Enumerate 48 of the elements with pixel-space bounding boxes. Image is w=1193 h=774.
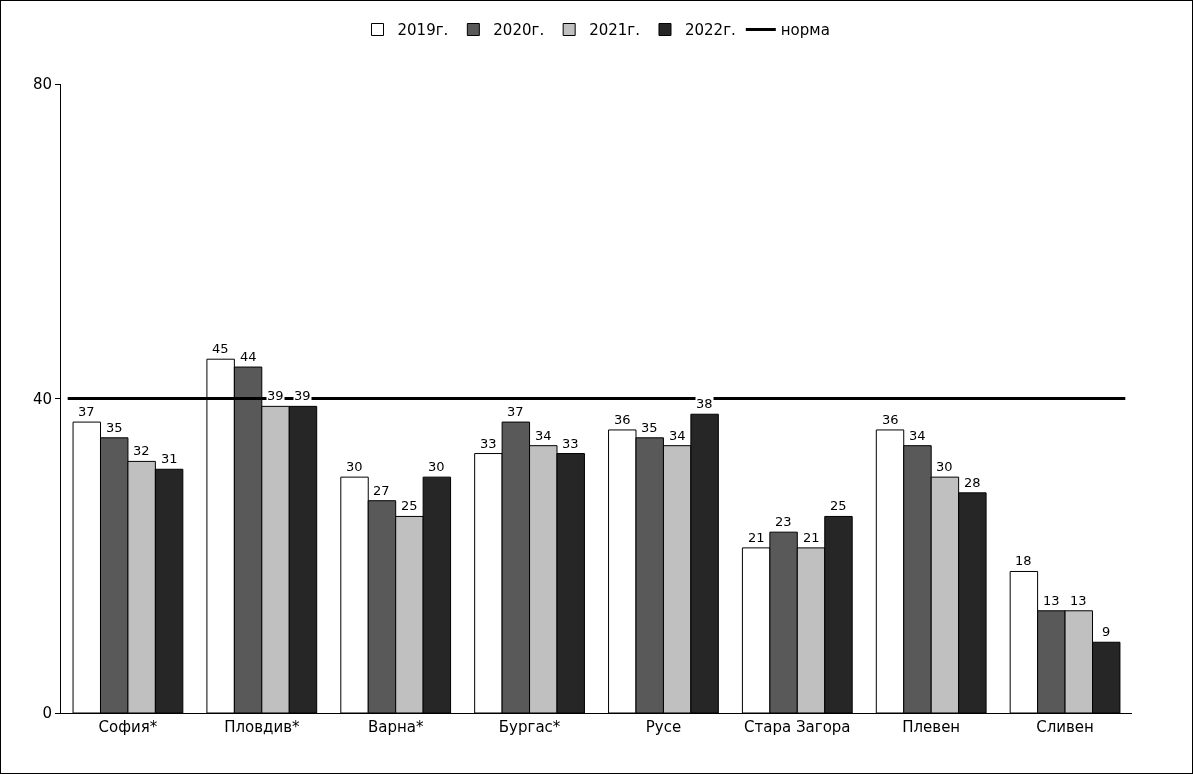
data-label: 33 bbox=[480, 436, 497, 451]
data-label: 37 bbox=[78, 404, 95, 419]
data-label: 13 bbox=[1043, 593, 1060, 608]
data-label: 30 bbox=[346, 459, 363, 474]
data-label: 33 bbox=[562, 436, 579, 451]
data-label: 45 bbox=[212, 341, 229, 356]
x-tick-label: Пловдив* bbox=[224, 718, 300, 736]
data-label: 32 bbox=[133, 443, 150, 458]
x-tick-label: Сливен bbox=[1036, 718, 1094, 736]
data-label: 25 bbox=[401, 498, 418, 513]
y-tick-label: 0 bbox=[42, 704, 52, 723]
data-label: 34 bbox=[535, 428, 552, 443]
y-tick-label: 40 bbox=[32, 389, 52, 408]
data-label: 28 bbox=[964, 475, 981, 490]
data-label: 34 bbox=[669, 428, 686, 443]
legend-label: 2020г. bbox=[493, 21, 545, 40]
data-label: 21 bbox=[803, 530, 820, 545]
data-label: 39 bbox=[294, 388, 311, 403]
data-label: 23 bbox=[775, 514, 792, 529]
data-label: 21 bbox=[748, 530, 765, 545]
data-label: 44 bbox=[240, 349, 257, 364]
x-tick-label: Плевен bbox=[902, 718, 961, 736]
y-tick-label: 80 bbox=[32, 75, 52, 94]
data-label: 27 bbox=[373, 483, 390, 498]
data-label: 30 bbox=[936, 459, 953, 474]
x-tick-label: Варна* bbox=[367, 718, 424, 736]
data-label: 13 bbox=[1070, 593, 1087, 608]
data-label: 30 bbox=[428, 459, 445, 474]
data-label: 36 bbox=[882, 412, 899, 427]
data-label: 37 bbox=[507, 404, 524, 419]
legend-label: 2019г. bbox=[397, 21, 449, 40]
data-label: 38 bbox=[696, 396, 713, 411]
x-tick-label: София* bbox=[98, 718, 158, 736]
data-label: 36 bbox=[614, 412, 631, 427]
data-label: 34 bbox=[909, 428, 926, 443]
x-tick-label: Бургас* bbox=[498, 718, 561, 736]
data-label: 31 bbox=[161, 451, 178, 466]
legend-label: норма bbox=[780, 21, 830, 40]
x-tick-label: Русе bbox=[645, 718, 682, 736]
legend-label: 2021г. bbox=[589, 21, 640, 40]
data-label: 35 bbox=[106, 420, 123, 435]
data-label: 39 bbox=[267, 388, 284, 403]
data-label: 9 bbox=[1102, 624, 1111, 639]
data-label: 25 bbox=[830, 498, 847, 513]
data-label: 18 bbox=[1015, 553, 1032, 568]
legend-label: 2022г. bbox=[684, 21, 736, 40]
data-label: 35 bbox=[641, 420, 658, 435]
x-tick-label: Стара Загора bbox=[744, 718, 851, 736]
